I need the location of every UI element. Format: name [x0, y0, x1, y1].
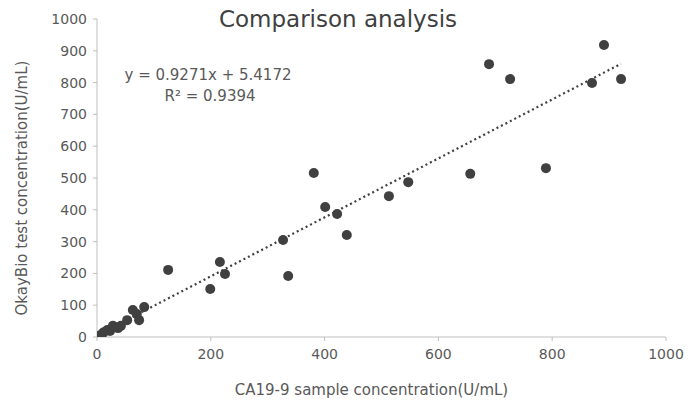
x-tick [210, 337, 211, 341]
x-tick-label: 0 [93, 346, 102, 362]
x-tick [438, 337, 439, 341]
x-tick [666, 337, 667, 341]
point [283, 271, 293, 281]
point [134, 315, 144, 325]
y-tick-label: 900 [60, 43, 87, 59]
point [163, 265, 173, 275]
y-tick [93, 273, 97, 274]
point [215, 257, 225, 267]
point [587, 78, 597, 88]
y-axis [97, 19, 98, 337]
chart: Comparison analysis 0 100 200 300 400 500 600 70… [0, 0, 695, 406]
y-tick-label: 800 [60, 75, 87, 91]
x-tick-label: 400 [311, 346, 338, 362]
point [309, 168, 319, 178]
y-tick [93, 50, 97, 51]
point [616, 74, 626, 84]
x-axis [97, 337, 666, 338]
x-tick-label: 800 [539, 346, 566, 362]
x-tick-label: 1000 [648, 346, 684, 362]
y-tick [93, 209, 97, 210]
title: Comparison analysis [219, 6, 457, 32]
annotation: R² = 0.9394 [164, 87, 255, 105]
point [403, 177, 413, 187]
y-tick [93, 241, 97, 242]
point [541, 163, 551, 173]
y-tick-label: 100 [60, 297, 87, 313]
y-tick-label: 0 [78, 329, 87, 345]
y-tick [93, 337, 97, 338]
point [465, 169, 475, 179]
y-tick [93, 19, 97, 20]
y-tick [93, 146, 97, 147]
x-axis-label: CA19-9 sample concentration(U/mL) [235, 381, 508, 399]
point [278, 235, 288, 245]
y-tick [93, 178, 97, 179]
y-tick [93, 305, 97, 306]
y-tick-label: 1000 [51, 11, 87, 27]
x-tick-label: 200 [197, 346, 224, 362]
y-tick [93, 114, 97, 115]
y-axis-label: OkayBio test concentration(U/mL) [13, 61, 31, 316]
point [205, 284, 215, 294]
trendline [97, 64, 621, 336]
x-tick [97, 337, 98, 341]
point [384, 191, 394, 201]
annotation: y = 0.9271x + 5.4172 [125, 66, 292, 84]
y-tick-label: 700 [60, 106, 87, 122]
point [599, 40, 609, 50]
point [139, 302, 149, 312]
y-tick-label: 500 [60, 170, 87, 186]
x-tick [552, 337, 553, 341]
plot-area [97, 40, 626, 337]
point [122, 315, 132, 325]
y-tick-label: 400 [60, 202, 87, 218]
point [320, 202, 330, 212]
y-tick [93, 82, 97, 83]
y-tick-label: 200 [60, 265, 87, 281]
point [342, 230, 352, 240]
x-tick [324, 337, 325, 341]
x-tick-label: 600 [425, 346, 452, 362]
point [332, 209, 342, 219]
y-tick-label: 600 [60, 138, 87, 154]
point [505, 74, 515, 84]
point [220, 269, 230, 279]
y-tick-label: 300 [60, 234, 87, 250]
point [484, 59, 494, 69]
